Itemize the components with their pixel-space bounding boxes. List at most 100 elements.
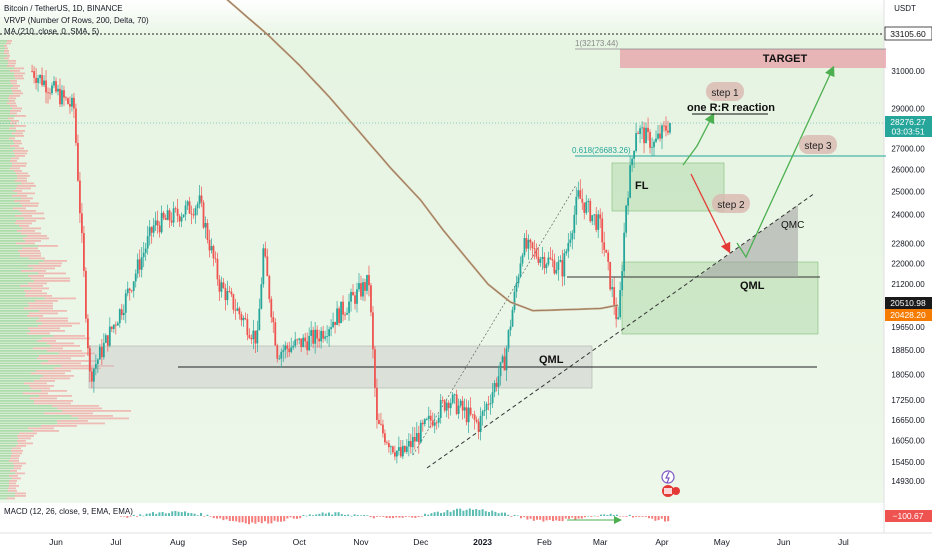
candle-body: [364, 282, 366, 291]
reaction-label: one R:R reaction: [687, 102, 775, 114]
vp-bar-green: [0, 192, 17, 195]
vp-bar-red: [28, 302, 53, 305]
candle-body: [55, 81, 57, 92]
macd-bar: [433, 512, 436, 516]
macd-bar: [366, 515, 369, 516]
macd-bar: [408, 516, 410, 517]
vp-bar-green: [0, 165, 12, 167]
indicator-vrvp-label[interactable]: VRVP (Number Of Rows, 200, Delta, 70): [4, 16, 149, 25]
candle-body: [112, 324, 115, 329]
candle-body: [397, 447, 400, 451]
candle-body: [200, 195, 203, 203]
vp-bar-red: [27, 332, 50, 335]
candle-body: [47, 92, 49, 94]
macd-bar: [440, 512, 442, 516]
candle-body: [533, 248, 536, 250]
candle-body: [395, 450, 398, 457]
vp-bar-red: [17, 185, 36, 187]
candle-body: [108, 326, 111, 346]
candle-body: [186, 201, 189, 206]
candle-body: [184, 205, 187, 215]
macd-bar: [500, 512, 503, 516]
candle-body: [368, 274, 370, 286]
vp-bar-red: [29, 312, 58, 315]
macd-bar: [564, 516, 567, 519]
candle-body: [348, 301, 350, 314]
candle-body: [645, 127, 647, 144]
candle-body: [581, 198, 584, 203]
candle-body: [527, 239, 530, 249]
candle-body: [388, 443, 390, 448]
vp-bar-red: [42, 322, 80, 325]
level-20510-text: 20510.98: [890, 298, 926, 308]
macd-bar: [334, 512, 337, 516]
candle-body: [53, 81, 55, 86]
macd-bar: [289, 516, 292, 518]
macd-label[interactable]: MACD (12, 26, close, 9, EMA, EMA): [4, 507, 133, 516]
candle-body: [433, 422, 436, 426]
candle-body: [258, 308, 261, 331]
countdown-text: 03:03:51: [891, 127, 924, 137]
candle-body: [75, 108, 77, 143]
macd-bar: [507, 514, 510, 516]
vp-bar-red: [4, 57, 9, 60]
candle-body: [523, 238, 526, 256]
candle-body: [587, 200, 590, 202]
step3-label: step 3: [804, 141, 832, 152]
vp-bar-green: [0, 390, 41, 392]
time-tick-label: Mar: [593, 537, 608, 547]
vp-bar-green: [0, 317, 39, 320]
candle-body: [459, 400, 462, 406]
flag-icon-2[interactable]: [672, 487, 680, 495]
candle-body: [423, 419, 426, 425]
macd-bar: [184, 511, 186, 516]
candle-body: [292, 345, 295, 348]
candle-body: [124, 293, 127, 313]
candle-body: [551, 258, 554, 261]
candle-body: [232, 294, 235, 310]
vp-bar-green: [0, 152, 14, 155]
vp-bar-green: [0, 457, 10, 460]
vp-bar-red: [5, 47, 8, 50]
vp-bar-green: [0, 402, 34, 405]
candle-body: [643, 127, 645, 144]
candle-body: [344, 314, 346, 316]
candle-body: [174, 208, 177, 210]
candle-body: [256, 330, 259, 344]
candle-body: [585, 201, 588, 213]
vp-bar-green: [0, 492, 15, 495]
vp-bar-green: [0, 140, 13, 142]
macd-bar: [462, 510, 465, 516]
candle-body: [663, 125, 665, 127]
vp-bar-red: [12, 447, 21, 450]
macd-bar: [459, 508, 462, 516]
candle-body: [282, 350, 285, 352]
vp-bar-red: [10, 70, 20, 72]
candle-body: [182, 214, 185, 218]
macd-bar: [350, 515, 353, 517]
macd-bar: [363, 514, 366, 516]
vp-bar-green: [0, 470, 10, 472]
price-axis[interactable]: 31000.00 29000.00 27000.00 26000.00 25000.00…: [891, 67, 925, 486]
macd-bar: [238, 516, 241, 523]
vp-bar-red: [11, 82, 17, 85]
candle-body: [61, 90, 63, 105]
candle-body: [483, 409, 486, 412]
vp-bar-green: [0, 395, 39, 397]
indicator-ma-label[interactable]: MA (210, close, 0, SMA, 5): [4, 27, 99, 36]
macd-bar: [164, 513, 167, 516]
candle-body: [132, 281, 135, 291]
candle-body: [126, 288, 129, 294]
macd-bar: [382, 516, 385, 517]
vp-bar-red: [10, 470, 17, 472]
vp-bar-green: [0, 212, 22, 215]
vp-bar-red: [61, 365, 114, 367]
candle-body: [362, 282, 364, 297]
lightning-icon[interactable]: [661, 470, 675, 484]
macd-bar: [244, 516, 247, 524]
vp-bar-green: [0, 352, 59, 355]
candlestick-series: [31, 64, 671, 464]
time-axis[interactable]: Jun Jul Aug Sep Oct Nov Dec 2023 Feb Mar Apr May Jun…: [49, 537, 849, 547]
vp-bar-green: [0, 130, 16, 132]
